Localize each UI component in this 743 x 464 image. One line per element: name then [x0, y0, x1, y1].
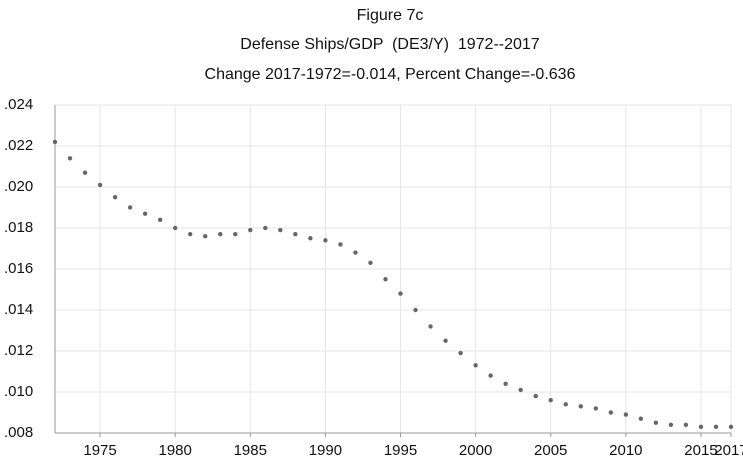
- point: [157, 217, 163, 222]
- x-tick-label: 2015: [684, 442, 717, 459]
- x-tick-label: 1980: [158, 442, 191, 459]
- point: [172, 225, 178, 231]
- point: [443, 338, 448, 343]
- point: [488, 373, 493, 378]
- y-tick-label: .024: [4, 96, 33, 113]
- point: [368, 260, 373, 266]
- point: [278, 227, 283, 233]
- chart-annotation: Change 2017-1972=-0.014, Percent Change=…: [205, 66, 576, 83]
- point: [142, 211, 148, 216]
- y-tick-label: .008: [4, 424, 33, 441]
- y-tick-label: .014: [4, 301, 33, 318]
- point: [233, 231, 238, 237]
- y-tick-label: .012: [4, 342, 33, 359]
- point: [218, 231, 223, 237]
- point: [188, 231, 193, 237]
- y-tick-label: .018: [4, 219, 33, 236]
- point: [503, 381, 508, 386]
- point: [112, 195, 118, 200]
- point: [293, 231, 298, 237]
- point: [248, 227, 253, 233]
- point: [398, 291, 403, 296]
- chart-subtitle: Defense Ships/GDP (DE3/Y) 1972--2017: [240, 36, 540, 53]
- point: [203, 234, 208, 239]
- point: [458, 350, 463, 356]
- point: [728, 424, 734, 430]
- point: [97, 182, 103, 188]
- x-tick-label: 1985: [234, 442, 267, 459]
- x-tick-label: 2000: [459, 442, 492, 459]
- point: [67, 156, 73, 161]
- x-tick-label: 2005: [534, 442, 567, 459]
- point: [578, 404, 583, 409]
- point: [82, 170, 88, 175]
- point: [308, 236, 313, 241]
- point: [428, 324, 433, 329]
- point: [683, 422, 689, 427]
- point: [698, 424, 704, 430]
- point: [518, 387, 523, 393]
- point: [263, 225, 268, 231]
- point: [533, 393, 538, 399]
- point: [323, 238, 328, 243]
- y-tick-label: .020: [4, 178, 33, 195]
- point: [608, 410, 614, 415]
- y-tick-label: .010: [4, 383, 33, 400]
- point: [593, 406, 598, 411]
- point: [638, 416, 644, 421]
- point: [548, 398, 553, 403]
- chart-title: Figure 7c: [357, 7, 424, 24]
- x-tick-label: 1995: [384, 442, 417, 459]
- x-tick-label: 1975: [83, 442, 116, 459]
- point: [668, 422, 674, 427]
- point: [713, 424, 719, 430]
- point: [338, 242, 343, 247]
- point: [413, 307, 418, 313]
- x-tick-label: 2017: [714, 442, 743, 459]
- x-tick-label: 1990: [309, 442, 342, 459]
- point: [653, 420, 659, 425]
- point: [127, 205, 133, 210]
- x-tick-label: 2010: [609, 442, 642, 459]
- y-tick-label: .022: [4, 137, 33, 154]
- y-tick-label: .016: [4, 260, 33, 277]
- point: [383, 277, 388, 282]
- point: [52, 139, 58, 145]
- point: [623, 412, 629, 417]
- point: [353, 250, 358, 255]
- point: [473, 363, 478, 368]
- point: [563, 402, 568, 407]
